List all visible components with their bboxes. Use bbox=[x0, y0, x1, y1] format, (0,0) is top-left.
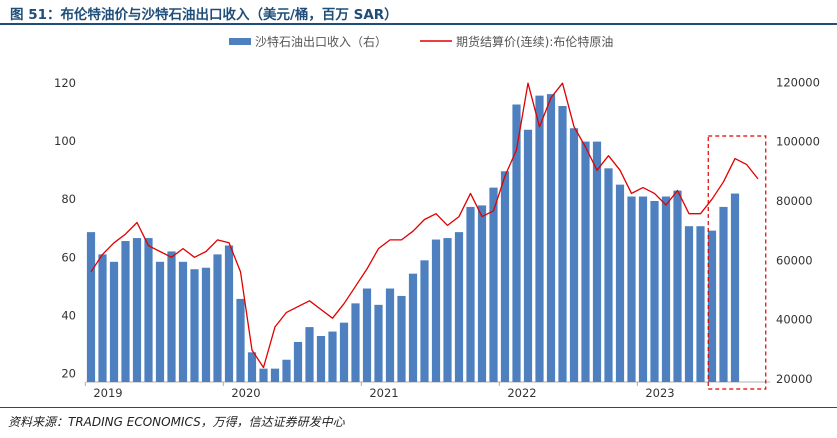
revenue-bar bbox=[615, 184, 625, 382]
right-tick-label: 120000 bbox=[776, 75, 820, 89]
revenue-bar bbox=[397, 295, 406, 382]
revenue-bar bbox=[224, 245, 234, 382]
legend-line-label: 期货结算价(连续):布伦特原油 bbox=[456, 34, 613, 49]
left-tick-label: 120 bbox=[54, 76, 76, 90]
revenue-bar bbox=[581, 141, 590, 382]
x-tick-label: 2021 bbox=[369, 386, 398, 400]
source-note: 资料来源：TRADING ECONOMICS，万得，信达证券研发中心 bbox=[8, 415, 345, 429]
revenue-bar bbox=[477, 205, 487, 382]
revenue-bar bbox=[627, 196, 636, 382]
revenue-bar bbox=[638, 196, 648, 382]
right-tick-label: 80000 bbox=[776, 194, 813, 208]
revenue-bar bbox=[178, 261, 188, 382]
left-tick-label: 20 bbox=[61, 366, 76, 380]
revenue-bar bbox=[673, 190, 682, 382]
revenue-bar bbox=[420, 260, 429, 382]
right-tick-label: 60000 bbox=[776, 253, 813, 267]
revenue-bar bbox=[86, 232, 96, 382]
revenue-bar bbox=[328, 331, 337, 382]
revenue-bar bbox=[431, 239, 441, 382]
revenue-bar bbox=[408, 273, 418, 382]
revenue-bar bbox=[236, 298, 245, 382]
revenue-bar bbox=[466, 206, 475, 382]
highlight-box bbox=[707, 135, 767, 390]
revenue-bar bbox=[109, 261, 119, 382]
revenue-bar bbox=[696, 226, 705, 382]
revenue-bar bbox=[121, 241, 130, 382]
x-tick-label: 2019 bbox=[93, 386, 122, 400]
legend-bar-label: 沙特石油出口收入（右） bbox=[255, 34, 387, 49]
revenue-bar bbox=[213, 254, 222, 382]
revenue-bar bbox=[684, 226, 694, 382]
left-tick-label: 100 bbox=[54, 134, 76, 148]
revenue-bar bbox=[730, 193, 740, 382]
revenue-bar bbox=[523, 129, 533, 382]
x-axis: 2019 2020 2021 2022 2023 bbox=[84, 382, 675, 400]
revenue-bar bbox=[558, 106, 567, 382]
revenue-bar bbox=[167, 251, 176, 382]
revenue-bar bbox=[374, 304, 383, 382]
revenue-bar bbox=[293, 341, 303, 382]
right-tick-label: 20000 bbox=[776, 372, 813, 386]
revenue-bar bbox=[661, 196, 671, 382]
left-axis: 20 40 60 80 100 120 bbox=[54, 76, 76, 380]
bar-series bbox=[86, 94, 740, 383]
source-divider bbox=[0, 407, 837, 408]
revenue-bar bbox=[316, 336, 326, 382]
revenue-bar bbox=[351, 303, 360, 382]
revenue-bar bbox=[650, 200, 659, 382]
revenue-bar bbox=[190, 269, 199, 382]
legend-bar-swatch bbox=[229, 38, 251, 45]
revenue-bar bbox=[592, 141, 602, 382]
x-tick-label: 2023 bbox=[645, 386, 674, 400]
figure-title: 图 51：布伦特油价与沙特石油出口收入（美元/桶，百万 SAR） bbox=[10, 7, 398, 23]
right-tick-label: 40000 bbox=[776, 313, 813, 327]
revenue-bar bbox=[546, 94, 556, 383]
left-tick-label: 60 bbox=[61, 250, 76, 264]
revenue-bar bbox=[132, 238, 142, 382]
revenue-bar bbox=[201, 267, 211, 382]
revenue-bar bbox=[98, 254, 107, 382]
revenue-bar bbox=[144, 238, 153, 382]
revenue-bar bbox=[443, 238, 452, 382]
revenue-bar bbox=[489, 187, 498, 382]
revenue-bar bbox=[385, 288, 395, 382]
revenue-bar bbox=[707, 230, 717, 382]
revenue-bar bbox=[282, 359, 291, 382]
right-tick-label: 100000 bbox=[776, 135, 820, 149]
left-tick-label: 80 bbox=[61, 192, 76, 206]
title-divider bbox=[0, 23, 837, 25]
left-tick-label: 40 bbox=[61, 308, 76, 322]
x-tick-label: 2020 bbox=[231, 386, 260, 400]
revenue-bar bbox=[247, 352, 257, 382]
revenue-bar bbox=[362, 288, 372, 382]
right-axis: 20000 40000 60000 80000 100000 120000 bbox=[776, 75, 820, 386]
revenue-bar bbox=[604, 168, 613, 382]
revenue-bar bbox=[569, 128, 579, 382]
revenue-bar bbox=[155, 261, 165, 382]
revenue-bar bbox=[535, 95, 544, 382]
revenue-bar bbox=[339, 322, 349, 382]
revenue-bar bbox=[719, 206, 728, 382]
revenue-bar bbox=[500, 171, 510, 382]
revenue-bar bbox=[512, 104, 521, 383]
revenue-bar bbox=[305, 327, 314, 382]
revenue-bar bbox=[259, 368, 268, 382]
revenue-bar bbox=[270, 368, 280, 382]
x-tick-label: 2022 bbox=[507, 386, 536, 400]
brent-price-line bbox=[90, 82, 759, 369]
revenue-bar bbox=[454, 232, 464, 382]
